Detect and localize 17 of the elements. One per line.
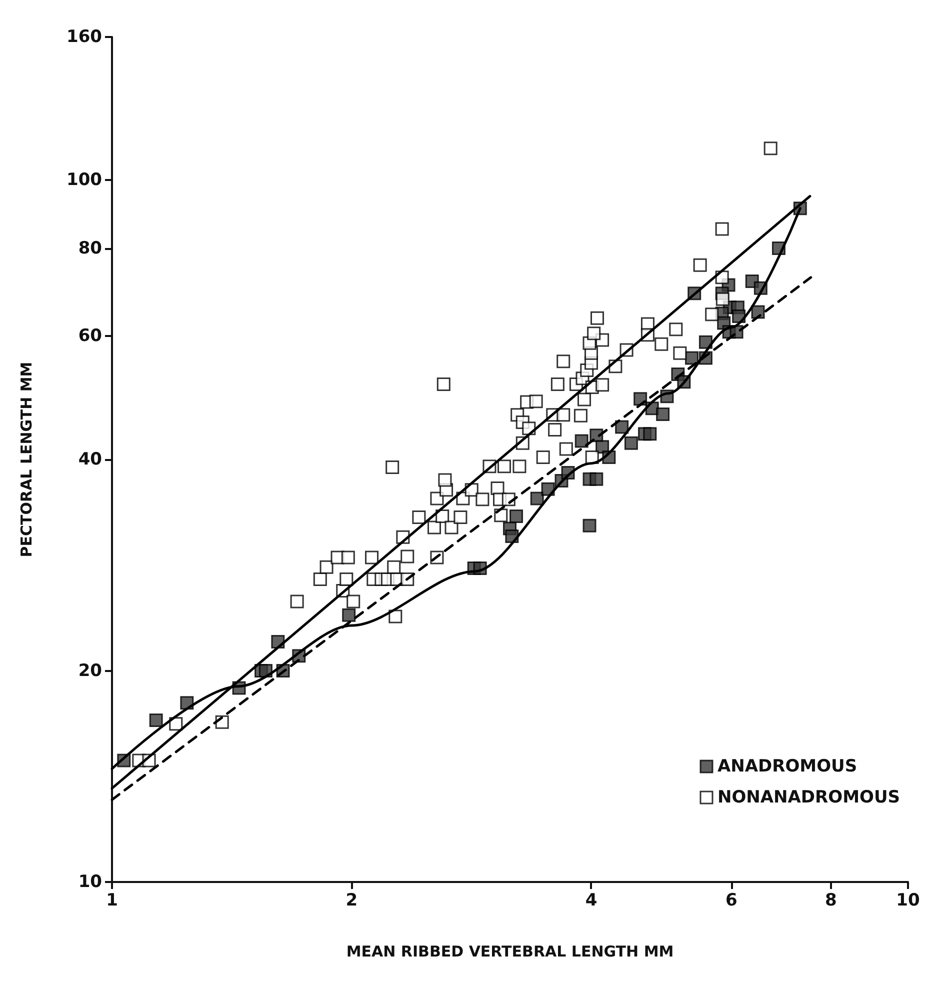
y-tick-label: 10 [78, 872, 102, 892]
x-tick-label: 1 [106, 890, 118, 910]
y-tick-label: 20 [78, 660, 102, 681]
x-tick-label: 6 [725, 890, 738, 910]
x-axis-title: MEAN RIBBED VERTEBRAL LENGTH MM [346, 942, 674, 960]
legend-label: NONANADROMOUS [717, 788, 900, 808]
y-tick-label: 80 [78, 238, 102, 258]
y-tick-label: 40 [78, 450, 102, 470]
x-tick-label: 8 [824, 890, 837, 910]
y-tick-label: 60 [78, 326, 102, 346]
y-tick-label: 100 [66, 170, 102, 190]
legend-label: ANADROMOUS [717, 756, 858, 776]
x-tick-label: 4 [585, 890, 598, 910]
x-tick-label: 2 [346, 890, 358, 910]
y-tick-label: 160 [66, 27, 102, 47]
y-axis-title: PECTORAL LENGTH MM [18, 362, 36, 558]
x-tick-label: 10 [896, 890, 920, 910]
